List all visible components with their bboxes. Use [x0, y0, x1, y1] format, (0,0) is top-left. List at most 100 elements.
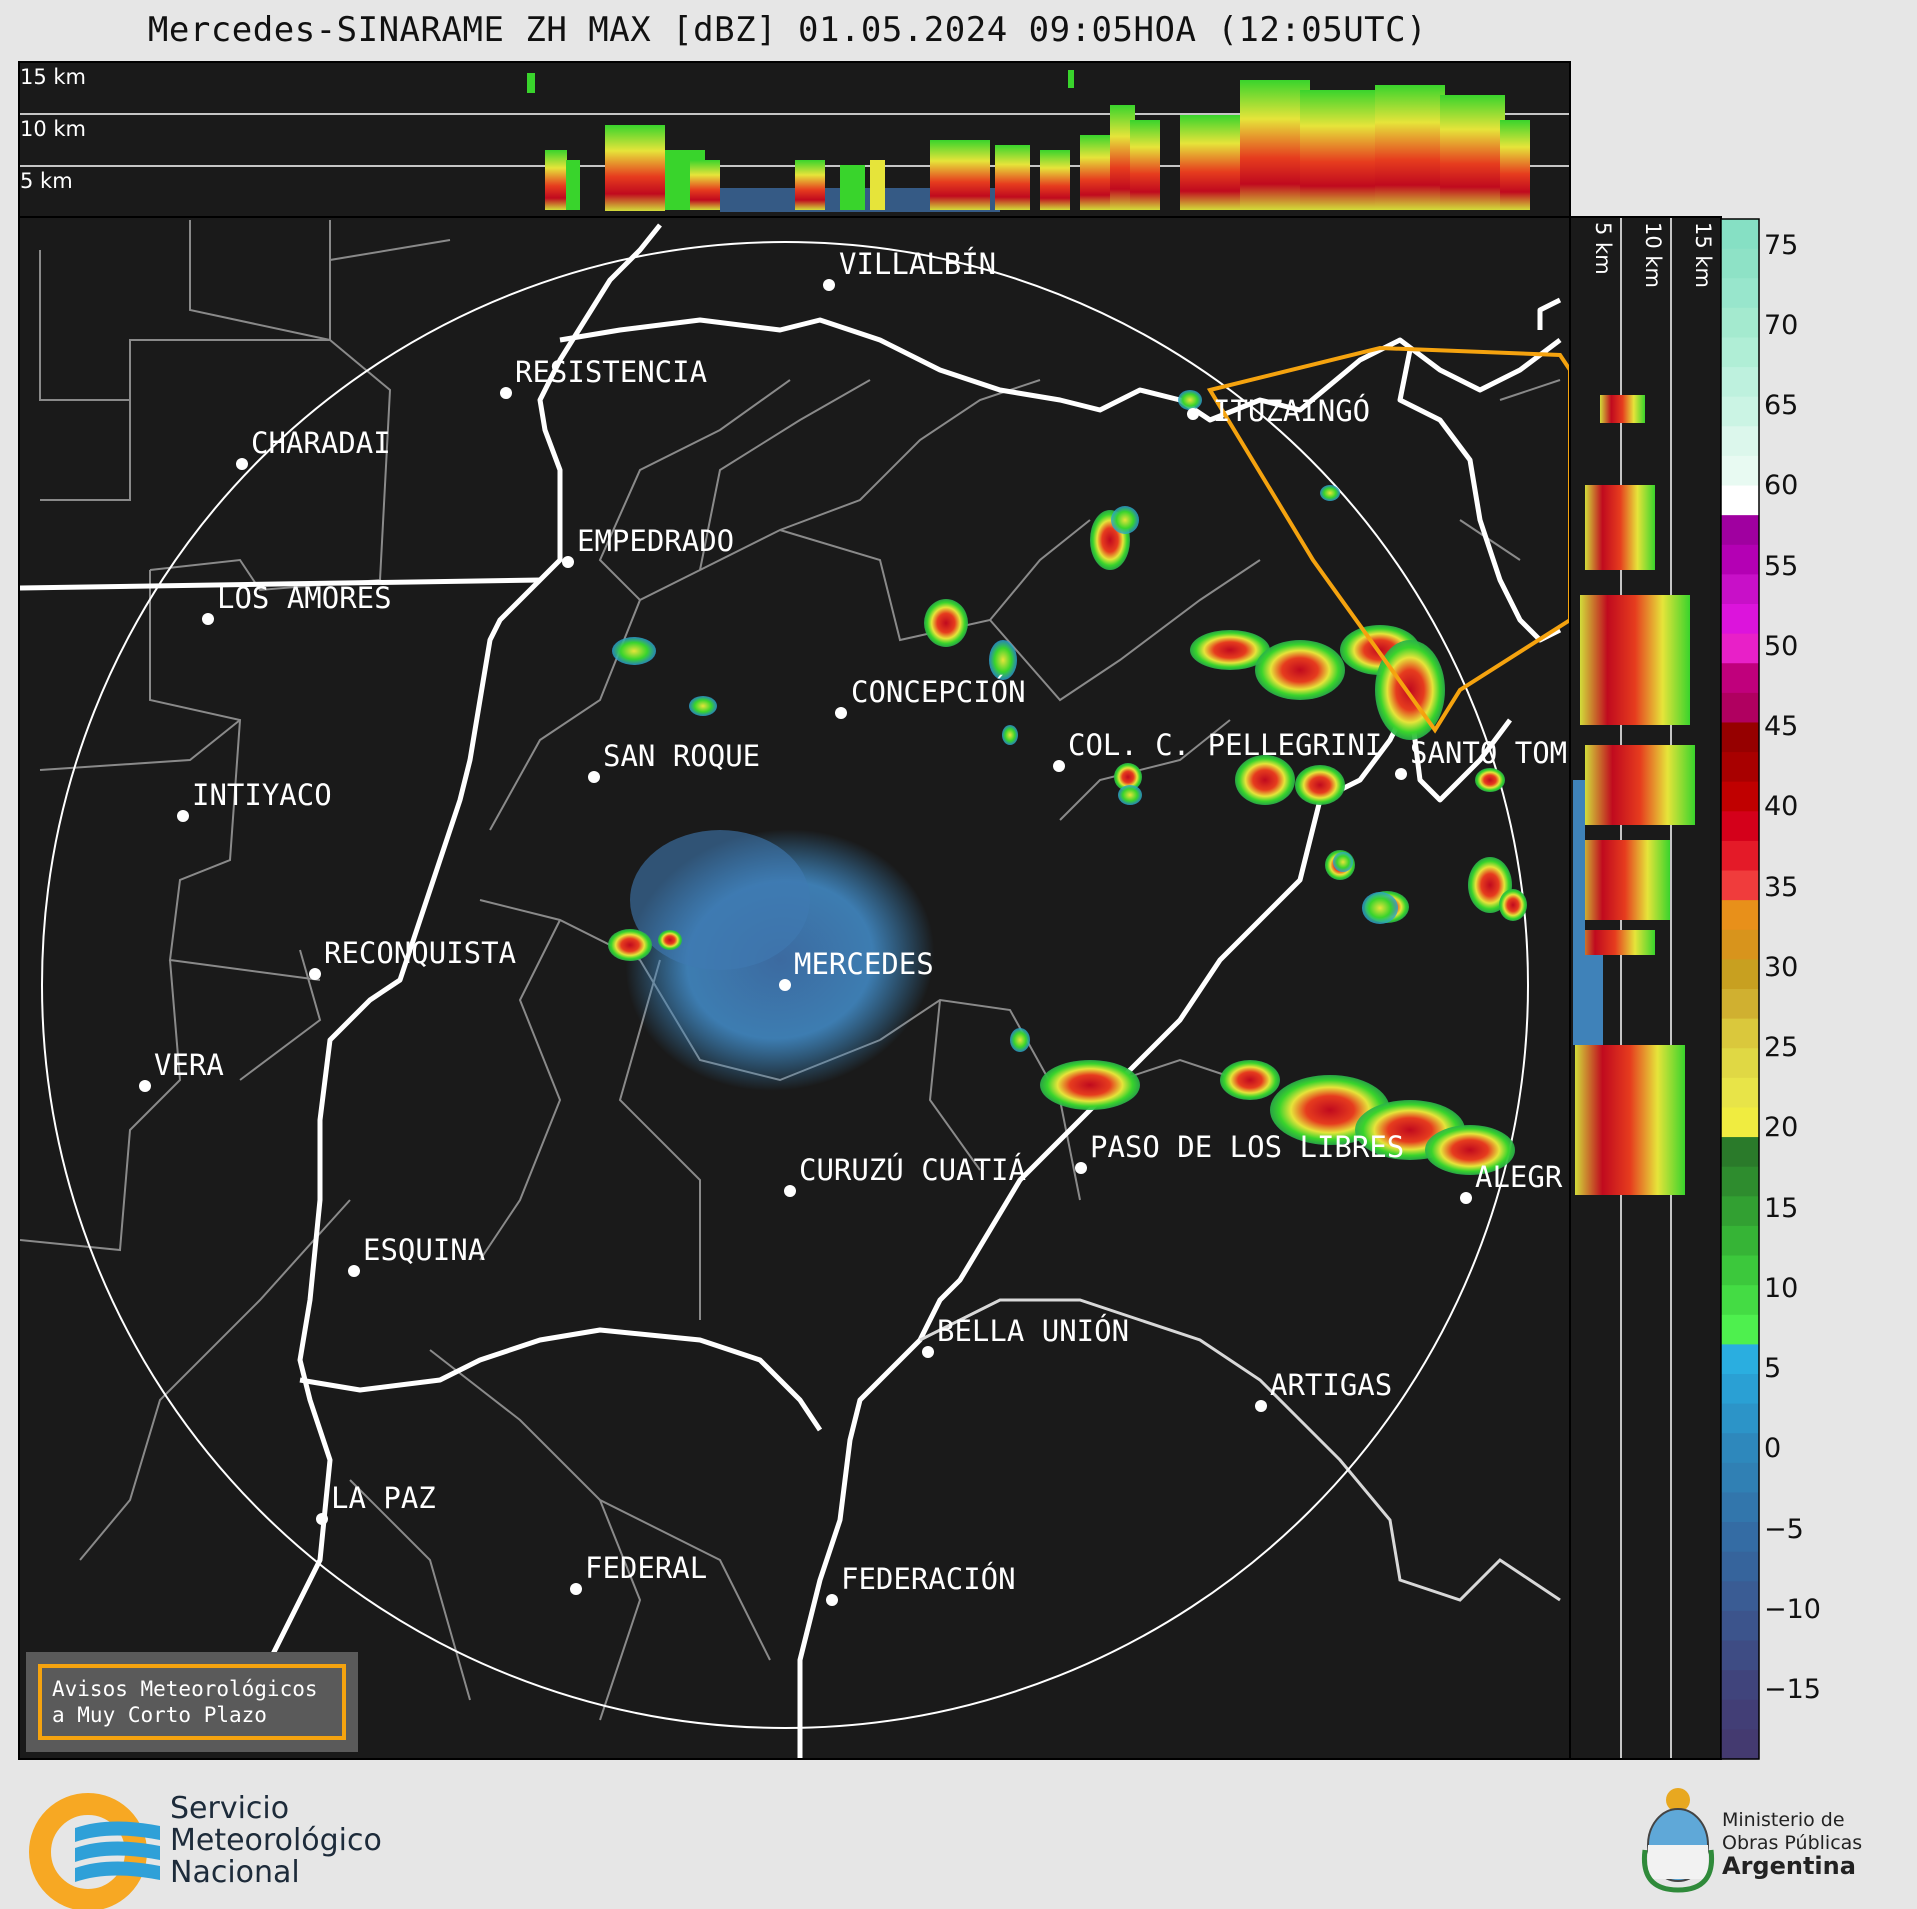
city-dot — [835, 707, 847, 719]
colorbar-tick-75: 75 — [1764, 230, 1798, 261]
colorbar-tick-10: 10 — [1764, 1273, 1798, 1304]
colorbar-swatch — [1721, 1166, 1759, 1197]
colorbar-swatch — [1721, 1344, 1759, 1375]
side-echo-profile — [1573, 395, 1695, 1195]
top-height-label-15: 15 km — [20, 65, 86, 89]
city-label-charadai: CHARADAI — [251, 426, 391, 460]
colorbar-tick-minus5: −5 — [1764, 1514, 1804, 1545]
city-dot — [500, 387, 512, 399]
colorbar-swatch — [1721, 633, 1759, 664]
colorbar-swatch — [1721, 1522, 1759, 1553]
uruguay-border — [919, 1298, 1561, 1602]
colorbar-swatch — [1721, 1433, 1759, 1464]
colorbar-tick-70: 70 — [1764, 310, 1798, 341]
city-dot — [1255, 1400, 1267, 1412]
top-height-label-10: 10 km — [20, 117, 86, 141]
city-dot — [588, 771, 600, 783]
border-rivers — [20, 223, 1562, 1758]
colorbar-swatch — [1721, 604, 1759, 635]
city-label-santo-tome: SANTO TOM — [1410, 736, 1567, 770]
colorbar-swatch — [1721, 515, 1759, 546]
colorbar: 75 70 65 60 55 50 45 40 35 30 25 20 15 1… — [1720, 218, 1821, 1760]
colorbar-swatch — [1721, 811, 1759, 842]
colorbar-tick-15: 15 — [1764, 1193, 1798, 1224]
colorbar-swatch — [1721, 722, 1759, 753]
top-height-panel: 15 km 10 km 5 km — [18, 61, 1571, 218]
smn-logo-line-3: Nacional — [170, 1855, 300, 1890]
colorbar-swatch — [1721, 1462, 1759, 1494]
colorbar-tick-45: 45 — [1764, 711, 1798, 742]
argentina-coat-of-arms-icon — [1641, 1788, 1715, 1893]
smn-logo: Servicio Meteorológico Nacional — [29, 1791, 382, 1909]
colorbar-tick-5: 5 — [1764, 1353, 1781, 1384]
city-label-paso-de-los-libres: PASO DE LOS LIBRES — [1090, 1130, 1404, 1164]
city-label-vera: VERA — [154, 1048, 224, 1082]
ministry-logo-line-2: Obras Públicas — [1722, 1832, 1862, 1854]
colorbar-swatch — [1721, 1048, 1759, 1079]
colorbar-swatch — [1721, 248, 1759, 279]
colorbar-swatch — [1721, 692, 1759, 724]
colorbar-swatch — [1721, 485, 1759, 516]
city-label-los-amores: LOS AMORES — [217, 581, 392, 615]
colorbar-swatch — [1721, 929, 1759, 960]
colorbar-swatch — [1721, 367, 1759, 398]
colorbar-swatch — [1721, 1670, 1759, 1701]
colorbar-swatch — [1721, 337, 1759, 368]
range-ring — [41, 241, 1529, 1729]
city-label-concepcion: CONCEPCIÓN — [851, 675, 1026, 709]
city-label-resistencia: RESISTENCIA — [515, 355, 707, 389]
side-height-label-15: 15 km — [1691, 222, 1715, 288]
city-dot — [202, 613, 214, 625]
city-dot — [236, 458, 248, 470]
city-dot — [139, 1080, 151, 1092]
side-height-label-5: 5 km — [1591, 222, 1615, 275]
colorbar-swatch — [1721, 840, 1759, 872]
colorbar-swatch — [1721, 426, 1759, 457]
colorbar-swatch — [1721, 1077, 1759, 1109]
colorbar-tick-60: 60 — [1764, 470, 1798, 501]
smn-logo-line-1: Servicio — [170, 1791, 289, 1826]
colorbar-swatch — [1721, 1314, 1759, 1345]
colorbar-swatch — [1721, 307, 1759, 339]
city-dot — [823, 279, 835, 291]
colorbar-swatch — [1721, 959, 1759, 990]
colorbar-swatch — [1721, 1018, 1759, 1049]
colorbar-swatch — [1721, 752, 1759, 783]
city-dot — [922, 1346, 934, 1358]
colorbar-swatch — [1721, 870, 1759, 901]
city-markers: VILLALBÍN RESISTENCIA CHARADAI ITUZAINGÓ… — [139, 247, 1567, 1606]
colorbar-swatch — [1721, 1403, 1759, 1434]
notice-line-1: Avisos Meteorológicos — [52, 1677, 318, 1701]
colorbar-swatch — [1721, 1374, 1759, 1405]
colorbar-swatch — [1721, 900, 1759, 931]
colorbar-tick-25: 25 — [1764, 1032, 1798, 1063]
city-dot — [177, 810, 189, 822]
city-dot — [570, 1583, 582, 1595]
colorbar-swatch — [1721, 574, 1759, 605]
colorbar-tick-minus10: −10 — [1764, 1594, 1821, 1625]
city-label-alegrete: ALEGR — [1475, 1160, 1563, 1194]
colorbar-swatch — [1721, 1225, 1759, 1257]
colorbar-swatches — [1721, 219, 1759, 1760]
colorbar-swatch — [1721, 1610, 1759, 1642]
colorbar-swatch — [1721, 1729, 1759, 1760]
ministry-logo-line-1: Ministerio de — [1722, 1809, 1845, 1831]
city-label-federacion: FEDERACIÓN — [841, 1562, 1016, 1596]
colorbar-swatch — [1721, 278, 1759, 309]
colorbar-swatch — [1721, 1255, 1759, 1286]
city-label-artigas: ARTIGAS — [1270, 1368, 1392, 1402]
colorbar-swatch — [1721, 1581, 1759, 1612]
top-height-label-5: 5 km — [20, 169, 73, 193]
smn-logo-line-2: Meteorológico — [170, 1823, 382, 1858]
city-label-curuzu-cuatia: CURUZÚ CUATIÁ — [799, 1153, 1026, 1187]
colorbar-tick-50: 50 — [1764, 631, 1798, 662]
city-label-bella-union: BELLA UNIÓN — [937, 1314, 1129, 1348]
colorbar-swatch — [1721, 663, 1759, 694]
colorbar-tick-35: 35 — [1764, 872, 1798, 903]
warning-polygon — [1206, 345, 1569, 734]
city-dot — [348, 1265, 360, 1277]
city-label-col-pellegrini: COL. C. PELLEGRINI — [1068, 728, 1382, 762]
colorbar-tick-30: 30 — [1764, 952, 1798, 983]
top-echo-profile — [527, 70, 1530, 212]
